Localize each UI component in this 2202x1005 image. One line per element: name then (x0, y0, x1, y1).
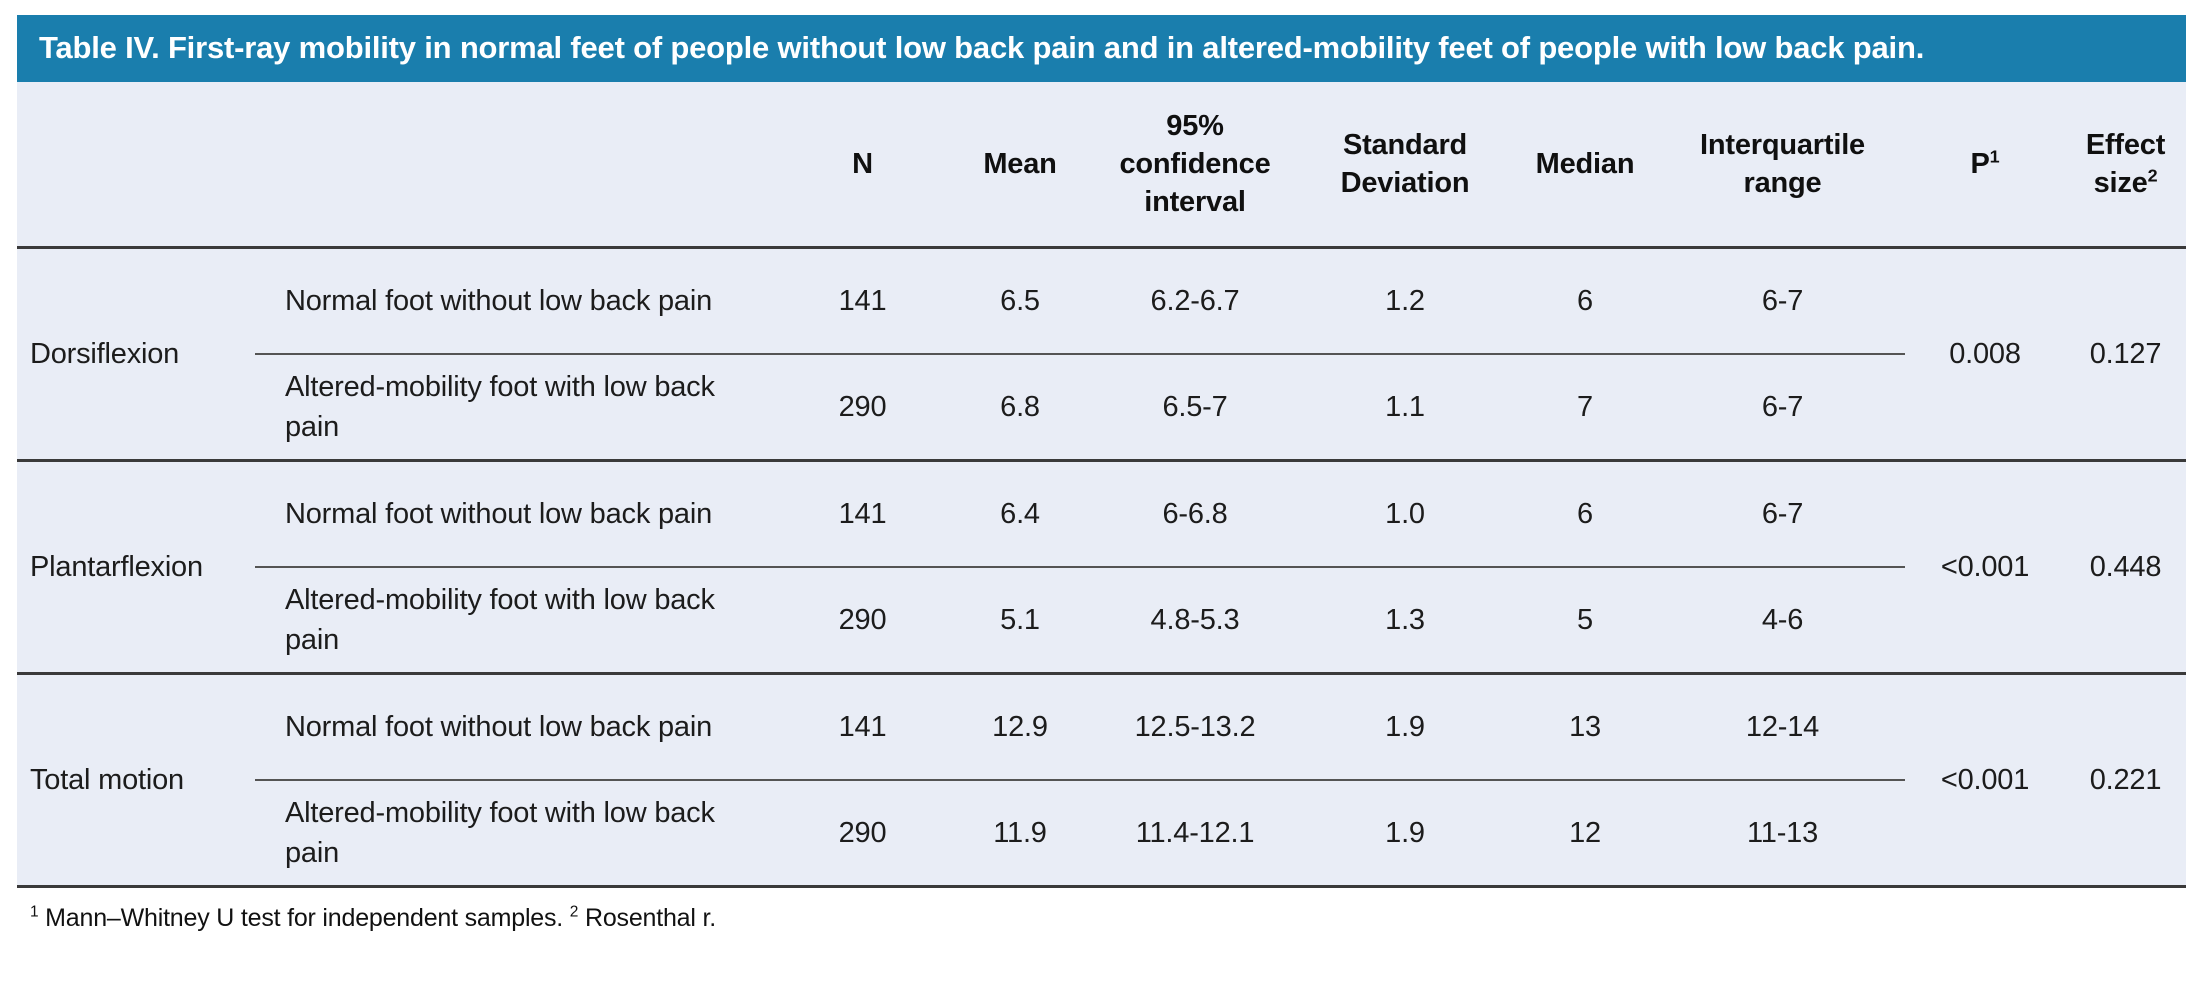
cell-sd: 1.2 (1300, 247, 1510, 356)
cell-ci: 12.5-13.2 (1090, 673, 1300, 782)
cell-iqr: 6-7 (1660, 460, 1905, 569)
cell-sd: 1.9 (1300, 780, 1510, 889)
cell-n: 141 (775, 460, 950, 569)
cell-n: 290 (775, 354, 950, 463)
cell-median: 5 (1510, 567, 1660, 676)
header-mean: Mean (950, 82, 1090, 250)
data-table: N Mean 95% confidence interval Standard … (17, 82, 2186, 889)
cell-effect-size: 0.221 (2065, 673, 2186, 889)
header-n: N (775, 82, 950, 250)
cell-median: 7 (1510, 354, 1660, 463)
row-description: Altered-mobility foot with low back pain (255, 780, 775, 889)
cell-sd: 1.1 (1300, 354, 1510, 463)
cell-p-value: <0.001 (1905, 673, 2065, 889)
group-label-dorsiflexion: Dorsiflexion (17, 247, 255, 463)
effect-size-superscript: 2 (2147, 165, 2158, 186)
cell-sd: 1.3 (1300, 567, 1510, 676)
cell-sd: 1.9 (1300, 673, 1510, 782)
cell-median: 6 (1510, 460, 1660, 569)
header-empty-group (17, 82, 255, 250)
p-superscript: 1 (1989, 146, 2000, 167)
footnote-text-2: Rosenthal r. (584, 904, 716, 933)
row-description: Altered-mobility foot with low back pain (255, 567, 775, 676)
row-description: Normal foot without low back pain (255, 673, 775, 782)
cell-n: 290 (775, 567, 950, 676)
cell-iqr: 12-14 (1660, 673, 1905, 782)
cell-mean: 11.9 (950, 780, 1090, 889)
header-empty-desc (255, 82, 775, 250)
row-description: Altered-mobility foot with low back pain (255, 354, 775, 463)
table-header: N Mean 95% confidence interval Standard … (17, 82, 2186, 250)
table-title: Table IV. First-ray mobility in normal f… (39, 30, 1925, 65)
cell-ci: 6.2-6.7 (1090, 247, 1300, 356)
header-interquartile-range: Interquartile range (1660, 82, 1905, 250)
table-title-bar: Table IV. First-ray mobility in normal f… (17, 15, 2186, 83)
group-label-plantarflexion: Plantarflexion (17, 460, 255, 676)
header-effect-size: Effect size2 (2065, 82, 2186, 250)
row-description: Normal foot without low back pain (255, 247, 775, 356)
cell-mean: 6.5 (950, 247, 1090, 356)
cell-iqr: 4-6 (1660, 567, 1905, 676)
table-row: Altered-mobility foot with low back pain… (17, 780, 2186, 889)
group-label-total-motion: Total motion (17, 673, 255, 889)
cell-median: 13 (1510, 673, 1660, 782)
cell-p-value: <0.001 (1905, 460, 2065, 676)
header-median: Median (1510, 82, 1660, 250)
table-row: Altered-mobility foot with low back pain… (17, 354, 2186, 463)
cell-effect-size: 0.127 (2065, 247, 2186, 463)
cell-mean: 6.4 (950, 460, 1090, 569)
cell-ci: 11.4-12.1 (1090, 780, 1300, 889)
cell-ci: 6-6.8 (1090, 460, 1300, 569)
cell-mean: 12.9 (950, 673, 1090, 782)
table-footnote: 1 Mann–Whitney U test for independent sa… (30, 904, 2186, 933)
cell-n: 141 (775, 247, 950, 356)
footnote-marker-1: 1 (30, 903, 39, 921)
table-row: Plantarflexion Normal foot without low b… (17, 460, 2186, 676)
table-row: Dorsiflexion Normal foot without low bac… (17, 247, 2186, 463)
cell-p-value: 0.008 (1905, 247, 2065, 463)
table-row: Total motion Normal foot without low bac… (17, 673, 2186, 889)
header-p-value: P1 (1905, 82, 2065, 250)
cell-ci: 4.8-5.3 (1090, 567, 1300, 676)
cell-median: 12 (1510, 780, 1660, 889)
cell-ci: 6.5-7 (1090, 354, 1300, 463)
table-row: Altered-mobility foot with low back pain… (17, 567, 2186, 676)
cell-mean: 5.1 (950, 567, 1090, 676)
cell-sd: 1.0 (1300, 460, 1510, 569)
cell-n: 141 (775, 673, 950, 782)
footnote-marker-2: 2 (569, 903, 579, 921)
footnote-text-1: Mann–Whitney U test for independent samp… (45, 904, 564, 933)
cell-median: 6 (1510, 247, 1660, 356)
table-body: Dorsiflexion Normal foot without low bac… (17, 247, 2186, 889)
row-description: Normal foot without low back pain (255, 460, 775, 569)
cell-iqr: 11-13 (1660, 780, 1905, 889)
header-standard-deviation: Standard Deviation (1300, 82, 1510, 250)
cell-iqr: 6-7 (1660, 247, 1905, 356)
cell-mean: 6.8 (950, 354, 1090, 463)
cell-iqr: 6-7 (1660, 354, 1905, 463)
cell-n: 290 (775, 780, 950, 889)
cell-effect-size: 0.448 (2065, 460, 2186, 676)
header-confidence-interval: 95% confidence interval (1090, 82, 1300, 250)
